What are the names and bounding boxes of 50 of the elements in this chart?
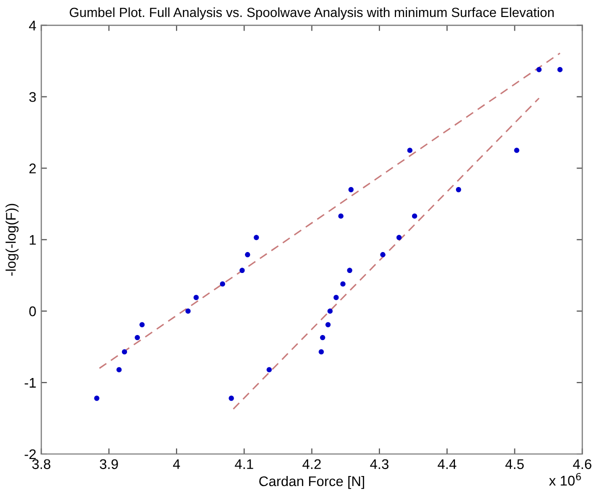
point xyxy=(94,396,100,401)
point xyxy=(116,367,122,372)
point xyxy=(228,396,234,401)
point xyxy=(412,213,418,219)
x-tick-label: 4 xyxy=(173,459,180,469)
point xyxy=(318,349,324,354)
point xyxy=(122,349,128,354)
y-axis-title: -log(-log(F)) xyxy=(6,204,19,276)
point xyxy=(327,308,333,314)
point xyxy=(380,252,386,258)
text: x 10$^{6}$ xyxy=(549,472,581,486)
point xyxy=(456,187,462,192)
x-tick-label: 4.1 xyxy=(234,459,254,469)
point xyxy=(266,367,272,372)
point xyxy=(338,213,344,219)
point xyxy=(334,294,339,300)
point xyxy=(139,322,145,328)
point xyxy=(396,234,402,240)
y-tick-label: -2 xyxy=(24,449,36,460)
x-tick-label: 4.3 xyxy=(370,459,388,470)
point xyxy=(185,308,191,314)
point xyxy=(320,334,326,340)
y-tick-label: 0 xyxy=(29,306,36,316)
y-tick-label: 4 xyxy=(29,20,36,30)
point xyxy=(514,148,520,153)
point xyxy=(244,252,250,258)
y-tick-label: 1 xyxy=(30,235,36,245)
y-tick-label: 2 xyxy=(29,164,36,174)
point xyxy=(134,334,140,340)
point xyxy=(194,294,199,300)
x-tick-label: 3.9 xyxy=(100,459,118,470)
x-tick-label: 3.8 xyxy=(32,459,50,470)
y-tick-label: -1 xyxy=(24,378,36,388)
point xyxy=(347,268,352,273)
point xyxy=(407,148,412,153)
point xyxy=(220,281,226,287)
point xyxy=(348,187,354,192)
point xyxy=(340,281,346,287)
point xyxy=(254,234,259,240)
y-tick-label: 3 xyxy=(29,92,36,102)
x-tick-label: 4.2 xyxy=(302,459,321,469)
point xyxy=(536,67,542,72)
chart-title: Gumbel Plot. Full Analysis vs. Spoolwave Analysis with minimum Surface Elevation xyxy=(70,7,554,20)
x-tick-label: 4.4 xyxy=(438,459,456,469)
point xyxy=(557,67,563,72)
point xyxy=(240,268,245,273)
x-axis-title: Cardan Force [N] xyxy=(259,476,364,489)
x-tick-label: 4.6 xyxy=(572,459,592,470)
x-tick-label: 4.5 xyxy=(505,459,524,470)
point xyxy=(325,322,331,328)
